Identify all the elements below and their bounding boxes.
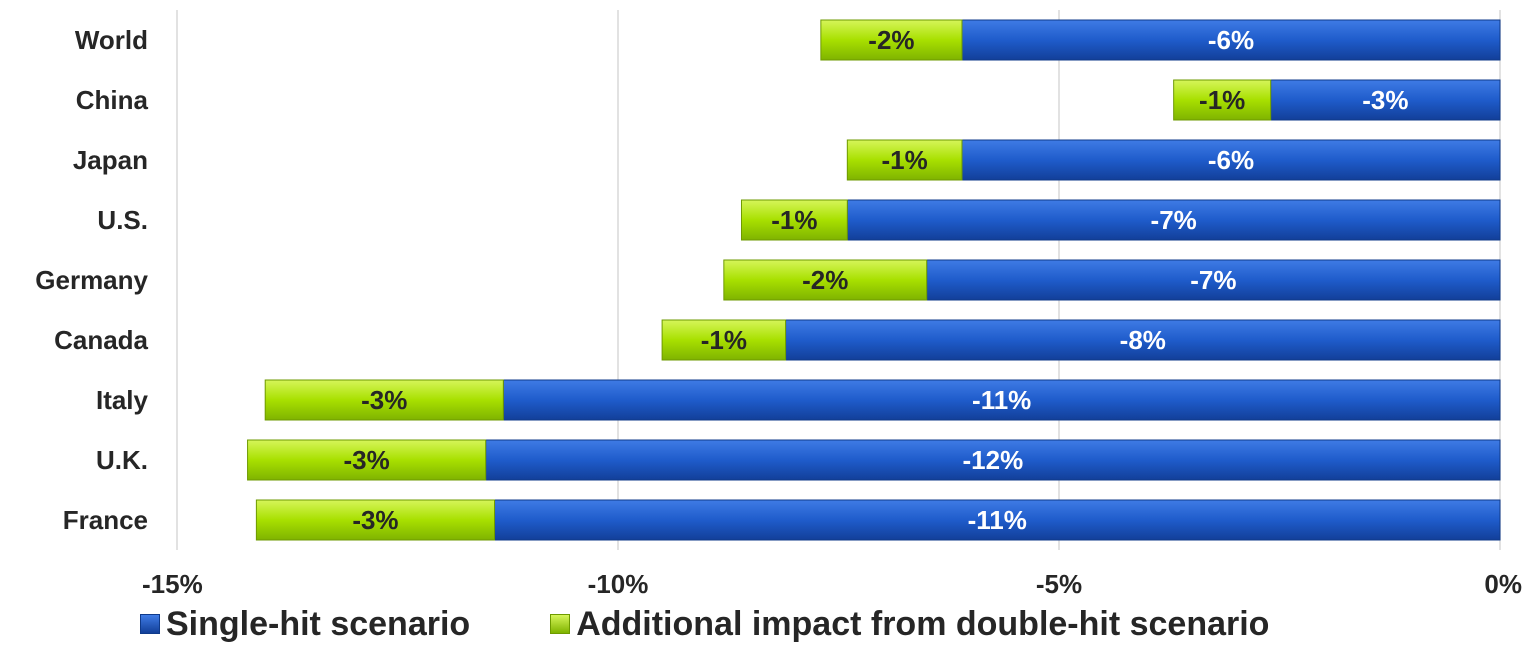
bar-single-hit-0 [961, 19, 1501, 61]
data-label-single-hit-4: -7% [1190, 265, 1236, 295]
data-label-double-hit-2: -1% [882, 145, 928, 175]
data-label-double-hit-7: -3% [344, 445, 390, 475]
bar-double-hit-2 [846, 139, 963, 181]
bar-double-hit-4 [723, 259, 928, 301]
bar-double-hit-1 [1173, 79, 1272, 121]
bar-double-hit-8 [255, 499, 496, 541]
data-label-double-hit-3: -1% [771, 205, 817, 235]
bar-single-hit-6 [502, 379, 1501, 421]
data-label-single-hit-7: -12% [962, 445, 1023, 475]
legend-swatch-blue [140, 614, 160, 634]
bar-double-hit-6 [264, 379, 504, 421]
category-label-7: U.K. [96, 445, 148, 475]
data-label-double-hit-0: -2% [868, 25, 914, 55]
bar-single-hit-4 [926, 259, 1501, 301]
category-label-4: Germany [35, 265, 148, 295]
data-label-single-hit-5: -8% [1120, 325, 1166, 355]
x-tick-label-1: -10% [588, 569, 649, 599]
data-label-single-hit-1: -3% [1362, 85, 1408, 115]
chart: -6% -2% -3% -1% -6% -1% -7% -1% -7% -2% -8% -1% -11%… [35, 10, 1522, 599]
bar-single-hit-7 [485, 439, 1501, 481]
category-label-6: Italy [96, 385, 149, 415]
x-tick-label-2: -5% [1036, 569, 1082, 599]
data-label-single-hit-6: -11% [972, 385, 1031, 415]
legend-label-single-hit: Single-hit scenario [166, 604, 471, 643]
bar-double-hit-0 [820, 19, 963, 61]
data-label-single-hit-0: -6% [1208, 25, 1254, 55]
legend: Single-hit scenario Additional impact fr… [140, 604, 1349, 644]
bar-double-hit-7 [247, 439, 487, 481]
bar-single-hit-3 [846, 199, 1501, 241]
legend-label-double-hit: Additional impact from double-hit scenar… [576, 604, 1270, 643]
data-label-double-hit-6: -3% [361, 385, 407, 415]
data-label-single-hit-8: -11% [968, 505, 1027, 535]
data-label-double-hit-5: -1% [701, 325, 747, 355]
data-label-double-hit-8: -3% [352, 505, 398, 535]
category-label-0: World [75, 25, 148, 55]
data-label-double-hit-1: -1% [1199, 85, 1245, 115]
category-label-3: U.S. [97, 205, 148, 235]
legend-swatch-green [550, 614, 571, 634]
category-label-2: Japan [73, 145, 148, 175]
x-axis-tick-labels: -15% -10% -5% 0% [142, 569, 1522, 599]
bar-double-hit-3 [740, 199, 848, 241]
x-tick-label-3: 0% [1484, 569, 1522, 599]
bars: -6% -2% -3% -1% -6% -1% -7% -1% -7% -2% -8% -1% -11%… [247, 19, 1501, 541]
data-label-double-hit-4: -2% [802, 265, 848, 295]
bar-single-hit-8 [494, 499, 1501, 541]
bar-double-hit-5 [661, 319, 787, 361]
category-label-1: China [76, 85, 149, 115]
legend-item-double-hit: Additional impact from double-hit scenar… [550, 605, 1269, 644]
bar-single-hit-1 [1270, 79, 1501, 121]
data-label-single-hit-3: -7% [1151, 205, 1197, 235]
legend-item-single-hit: Single-hit scenario [140, 605, 470, 644]
category-label-5: Canada [54, 325, 148, 355]
category-label-8: France [63, 505, 148, 535]
x-tick-label-0: -15% [142, 569, 203, 599]
category-labels: World China Japan U.S. Germany Canada Italy U.K… [35, 25, 148, 535]
data-label-single-hit-2: -6% [1208, 145, 1254, 175]
